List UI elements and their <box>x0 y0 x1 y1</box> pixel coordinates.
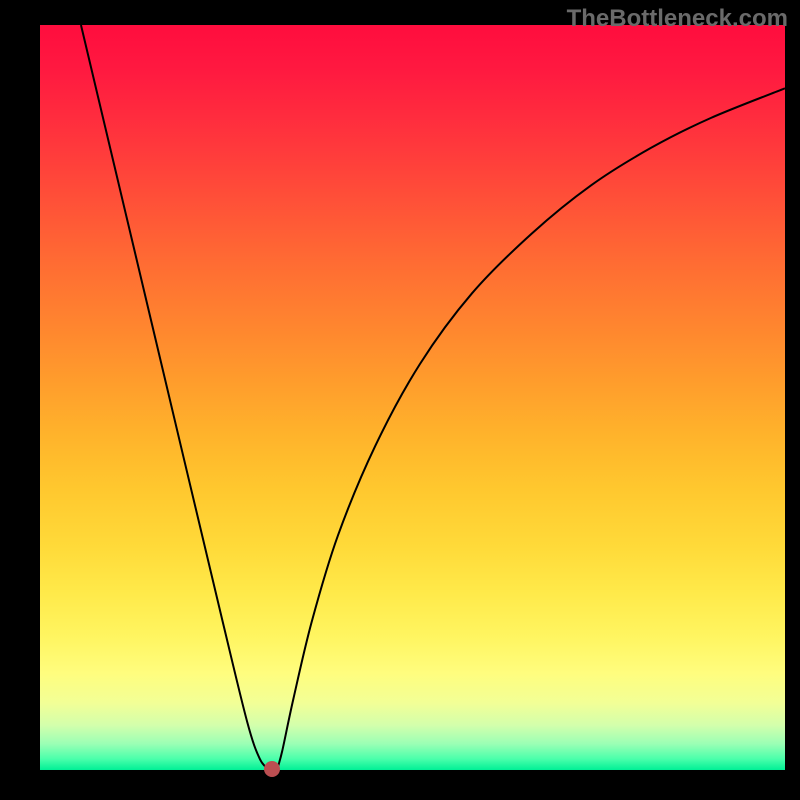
bottleneck-curve <box>40 25 785 770</box>
curve-path <box>81 25 785 770</box>
watermark-text: TheBottleneck.com <box>567 5 788 33</box>
minimum-marker <box>264 761 280 777</box>
plot-area <box>40 25 785 770</box>
